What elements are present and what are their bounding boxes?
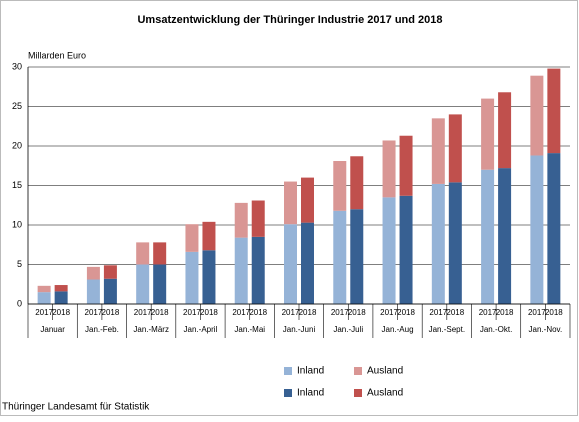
bar-segment	[153, 242, 167, 265]
y-tick-label: 15	[12, 180, 22, 190]
x-tick-label: Jan.-Juli	[333, 325, 363, 334]
year-label: 2018	[545, 308, 563, 317]
bar-segment	[54, 291, 68, 304]
x-tick-label: Jan.-Mai	[234, 325, 265, 334]
year-label: 2018	[299, 308, 317, 317]
year-label: 2017	[232, 308, 250, 317]
chart-title: Umsatzentwicklung der Thüringer Industri…	[137, 14, 442, 26]
bar-segment	[431, 183, 445, 304]
year-label: 2017	[380, 308, 398, 317]
y-tick-label: 25	[12, 101, 22, 111]
legend-label: Ausland	[367, 366, 403, 377]
legend-swatch	[284, 389, 292, 397]
bar-segment	[103, 265, 117, 279]
year-label: 2018	[200, 308, 218, 317]
year-label: 2018	[151, 308, 169, 317]
bar-segment	[251, 236, 265, 304]
bar-segment	[37, 292, 51, 304]
x-tick-label: Jan.-Aug	[382, 325, 414, 334]
bar-segment	[481, 169, 495, 304]
year-label: 2017	[134, 308, 152, 317]
year-label: 2017	[479, 308, 497, 317]
legend-swatch	[354, 389, 362, 397]
bar-segment	[530, 155, 544, 304]
bar-segment	[136, 264, 150, 304]
legend-swatch	[354, 367, 362, 375]
year-label: 2018	[348, 308, 366, 317]
year-label: 2018	[496, 308, 514, 317]
y-tick-label: 20	[12, 140, 22, 150]
bar-segment	[431, 118, 445, 184]
bar-segment	[234, 202, 248, 238]
x-tick-label: Jan.-Feb.	[85, 325, 119, 334]
legend-label: Inland	[297, 366, 324, 377]
bar-segment	[399, 135, 413, 196]
bar-segment	[530, 75, 544, 156]
bar-segment	[202, 221, 216, 251]
y-tick-label: 10	[12, 219, 22, 229]
year-label: 2017	[331, 308, 349, 317]
bar-segment	[37, 285, 51, 293]
legend-label: Ausland	[367, 388, 403, 399]
year-label: 2018	[249, 308, 267, 317]
year-label: 2017	[282, 308, 300, 317]
bar-segment	[153, 264, 167, 304]
bar-segment	[86, 279, 100, 304]
bar-segment	[185, 224, 199, 252]
x-tick-label: Jan.-Sept.	[429, 325, 465, 334]
bar-segment	[333, 161, 347, 211]
x-tick-label: Jan.-Juni	[283, 325, 316, 334]
x-tick-label: Jan.-März	[133, 325, 169, 334]
bar-segment	[136, 242, 150, 265]
bar-segment	[481, 98, 495, 170]
year-label: 2017	[528, 308, 546, 317]
bar-segment	[448, 114, 462, 183]
bar-segment	[350, 209, 364, 304]
bar-segment	[103, 278, 117, 304]
x-tick-label: Januar	[40, 325, 65, 334]
bar-segment	[301, 222, 314, 304]
source: Thüringer Landesamt für Statistik	[2, 402, 150, 413]
x-tick-label: Jan.-Nov.	[529, 325, 563, 334]
legend-label: Inland	[297, 388, 324, 399]
bar-segment	[202, 250, 216, 304]
bar-segment	[498, 168, 512, 304]
y-tick-label: 5	[17, 259, 22, 269]
bar-segment	[399, 195, 413, 304]
bar-segment	[333, 210, 347, 304]
bar-segment	[382, 197, 396, 304]
y-tick-label: 30	[12, 61, 22, 71]
y-axis-label: Millarden Euro	[28, 50, 86, 60]
bar-segment	[234, 237, 248, 304]
year-label: 2018	[52, 308, 70, 317]
x-tick-label: Jan.-April	[184, 325, 218, 334]
bar-segment	[301, 177, 314, 223]
y-tick-label: 0	[17, 298, 22, 308]
x-tick-label: Jan.-Okt.	[480, 325, 512, 334]
year-label: 2017	[429, 308, 447, 317]
bar-segment	[284, 224, 297, 304]
year-label: 2018	[397, 308, 415, 317]
year-label: 2017	[35, 308, 53, 317]
bar-segment	[350, 156, 364, 210]
bar-segment	[448, 182, 462, 304]
year-label: 2018	[102, 308, 120, 317]
bar-segment	[498, 92, 512, 169]
bar-segment	[86, 266, 100, 280]
year-label: 2017	[85, 308, 103, 317]
bar-segment	[382, 140, 396, 198]
bar-segment	[251, 200, 265, 237]
bar-segment	[547, 153, 561, 304]
year-label: 2018	[446, 308, 464, 317]
legend-swatch	[284, 367, 292, 375]
bar-segment	[54, 285, 68, 292]
bar-segment	[284, 181, 297, 225]
bar-segment	[547, 68, 561, 154]
year-label: 2017	[183, 308, 201, 317]
bar-segment	[185, 251, 199, 304]
